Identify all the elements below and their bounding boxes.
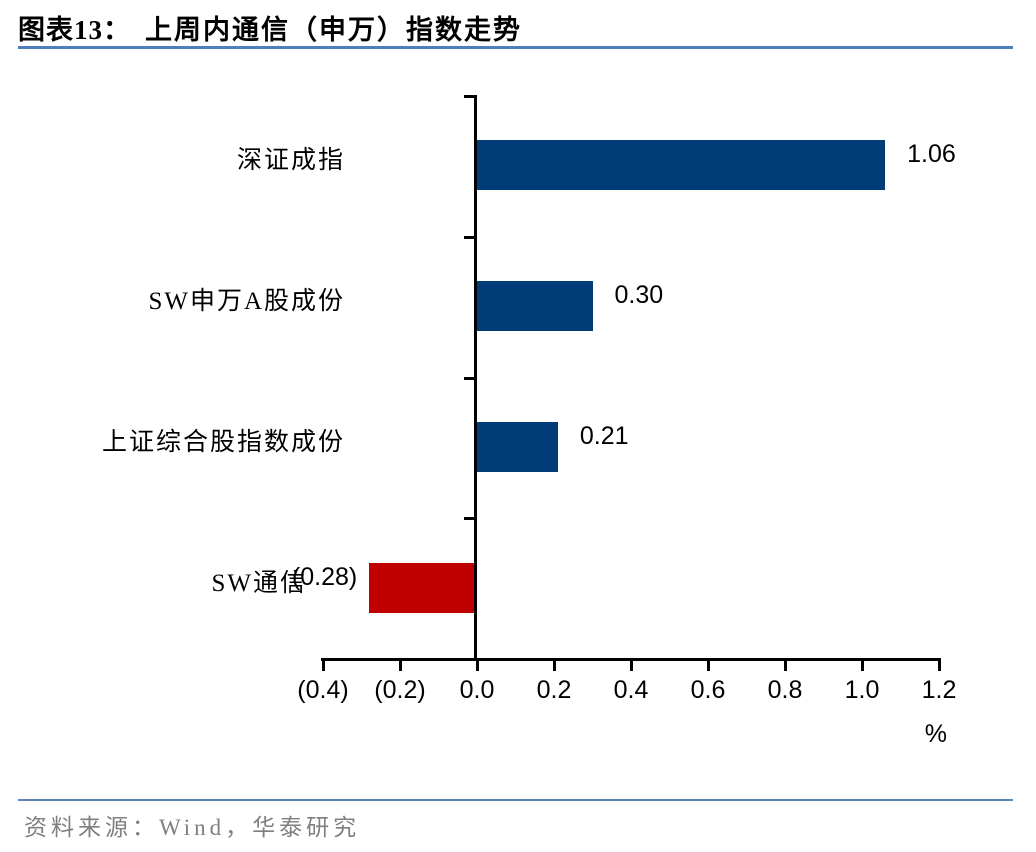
x-tick-label: 0.8 xyxy=(767,676,803,704)
x-axis-tick xyxy=(784,661,787,671)
bar xyxy=(477,140,886,191)
figure-number: 图表13： xyxy=(18,15,131,45)
y-axis-tick xyxy=(464,376,474,380)
figure-title-text: 上周内通信（申万）指数走势 xyxy=(145,15,522,45)
bar-value-label: 1.06 xyxy=(907,140,956,169)
x-tick-label: 1.0 xyxy=(844,676,880,704)
category-label: 深证成指 xyxy=(236,147,345,175)
footer-divider xyxy=(18,799,1013,801)
x-axis-unit-label: % xyxy=(924,720,947,748)
category-label: SW通信 xyxy=(211,569,307,597)
bar-value-label: (0.28) xyxy=(291,562,358,591)
x-axis-line xyxy=(321,658,941,661)
y-axis-tick xyxy=(464,235,474,239)
data-source: 资料来源：Wind，华泰研究 xyxy=(24,815,361,840)
bar xyxy=(369,562,477,613)
x-tick-label: 0.2 xyxy=(536,676,572,704)
y-axis-line xyxy=(474,95,477,661)
category-label: SW申万A股成份 xyxy=(148,288,345,316)
category-label: 上证综合股指数成份 xyxy=(101,428,345,456)
y-axis-tick xyxy=(464,95,474,98)
x-tick-label: 0.4 xyxy=(613,676,649,704)
x-axis-tick xyxy=(322,661,325,671)
x-axis-tick xyxy=(476,661,479,671)
x-tick-label: 0.0 xyxy=(459,676,495,704)
x-axis-tick xyxy=(861,661,864,671)
y-axis-tick xyxy=(464,517,474,521)
bar-value-label: 0.21 xyxy=(579,421,629,450)
x-axis-tick xyxy=(399,661,402,671)
x-tick-label: (0.4) xyxy=(297,676,349,704)
bar-value-label: 0.30 xyxy=(614,281,664,310)
bar xyxy=(477,421,558,472)
x-tick-label: (0.2) xyxy=(374,676,426,704)
figure-title: 图表13： 上周内通信（申万）指数走势 xyxy=(18,8,522,47)
x-axis-tick xyxy=(553,661,556,671)
x-tick-label: 0.6 xyxy=(690,676,726,704)
bar xyxy=(477,281,593,332)
title-divider xyxy=(18,46,1013,49)
x-axis-tick xyxy=(707,661,710,671)
x-axis-tick xyxy=(938,661,941,671)
x-tick-label: 1.2 xyxy=(921,676,957,704)
x-axis-tick xyxy=(630,661,633,671)
